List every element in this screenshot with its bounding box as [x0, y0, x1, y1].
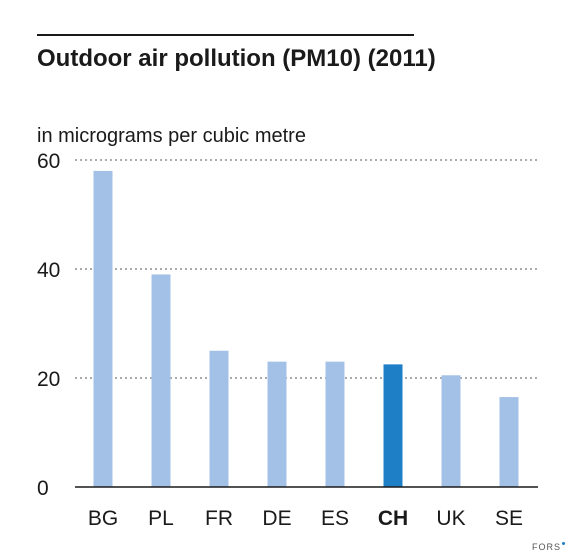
bar-es [325, 361, 345, 487]
bar-de [267, 361, 287, 487]
x-category-label-bg: BG [88, 507, 118, 530]
y-tick-label-0: 0 [37, 477, 49, 500]
bar-fr [209, 350, 229, 487]
x-category-labels: BG PL FR DE ES CH UK SE [88, 507, 523, 530]
bar-bg [93, 170, 113, 487]
source-logo: FORS [532, 542, 565, 552]
bar-se [499, 397, 519, 487]
x-category-label-de: DE [262, 507, 291, 530]
source-label: FORS [531, 542, 561, 552]
x-category-label-fr: FR [205, 507, 233, 530]
title-rule [37, 34, 414, 36]
y-axis-unit-label: in micrograms per cubic metre [37, 125, 306, 147]
y-tick-labels: 0 20 40 60 [37, 150, 60, 500]
bar-pl [151, 274, 171, 487]
x-category-label-se: SE [495, 507, 523, 530]
chart-title: Outdoor air pollution (PM10) (2011) [37, 45, 436, 72]
grid-layer [75, 159, 538, 379]
x-category-label-ch: CH [378, 507, 408, 530]
x-category-label-es: ES [321, 507, 349, 530]
logo-dot-icon [562, 542, 565, 545]
y-tick-label-20: 20 [37, 368, 60, 391]
x-category-label-pl: PL [148, 507, 174, 530]
x-category-label-uk: UK [436, 507, 465, 530]
y-tick-label-60: 60 [37, 150, 60, 173]
bar-ch [383, 364, 403, 487]
bars [93, 170, 519, 487]
bar-uk [441, 375, 461, 487]
y-tick-label-40: 40 [37, 259, 60, 282]
